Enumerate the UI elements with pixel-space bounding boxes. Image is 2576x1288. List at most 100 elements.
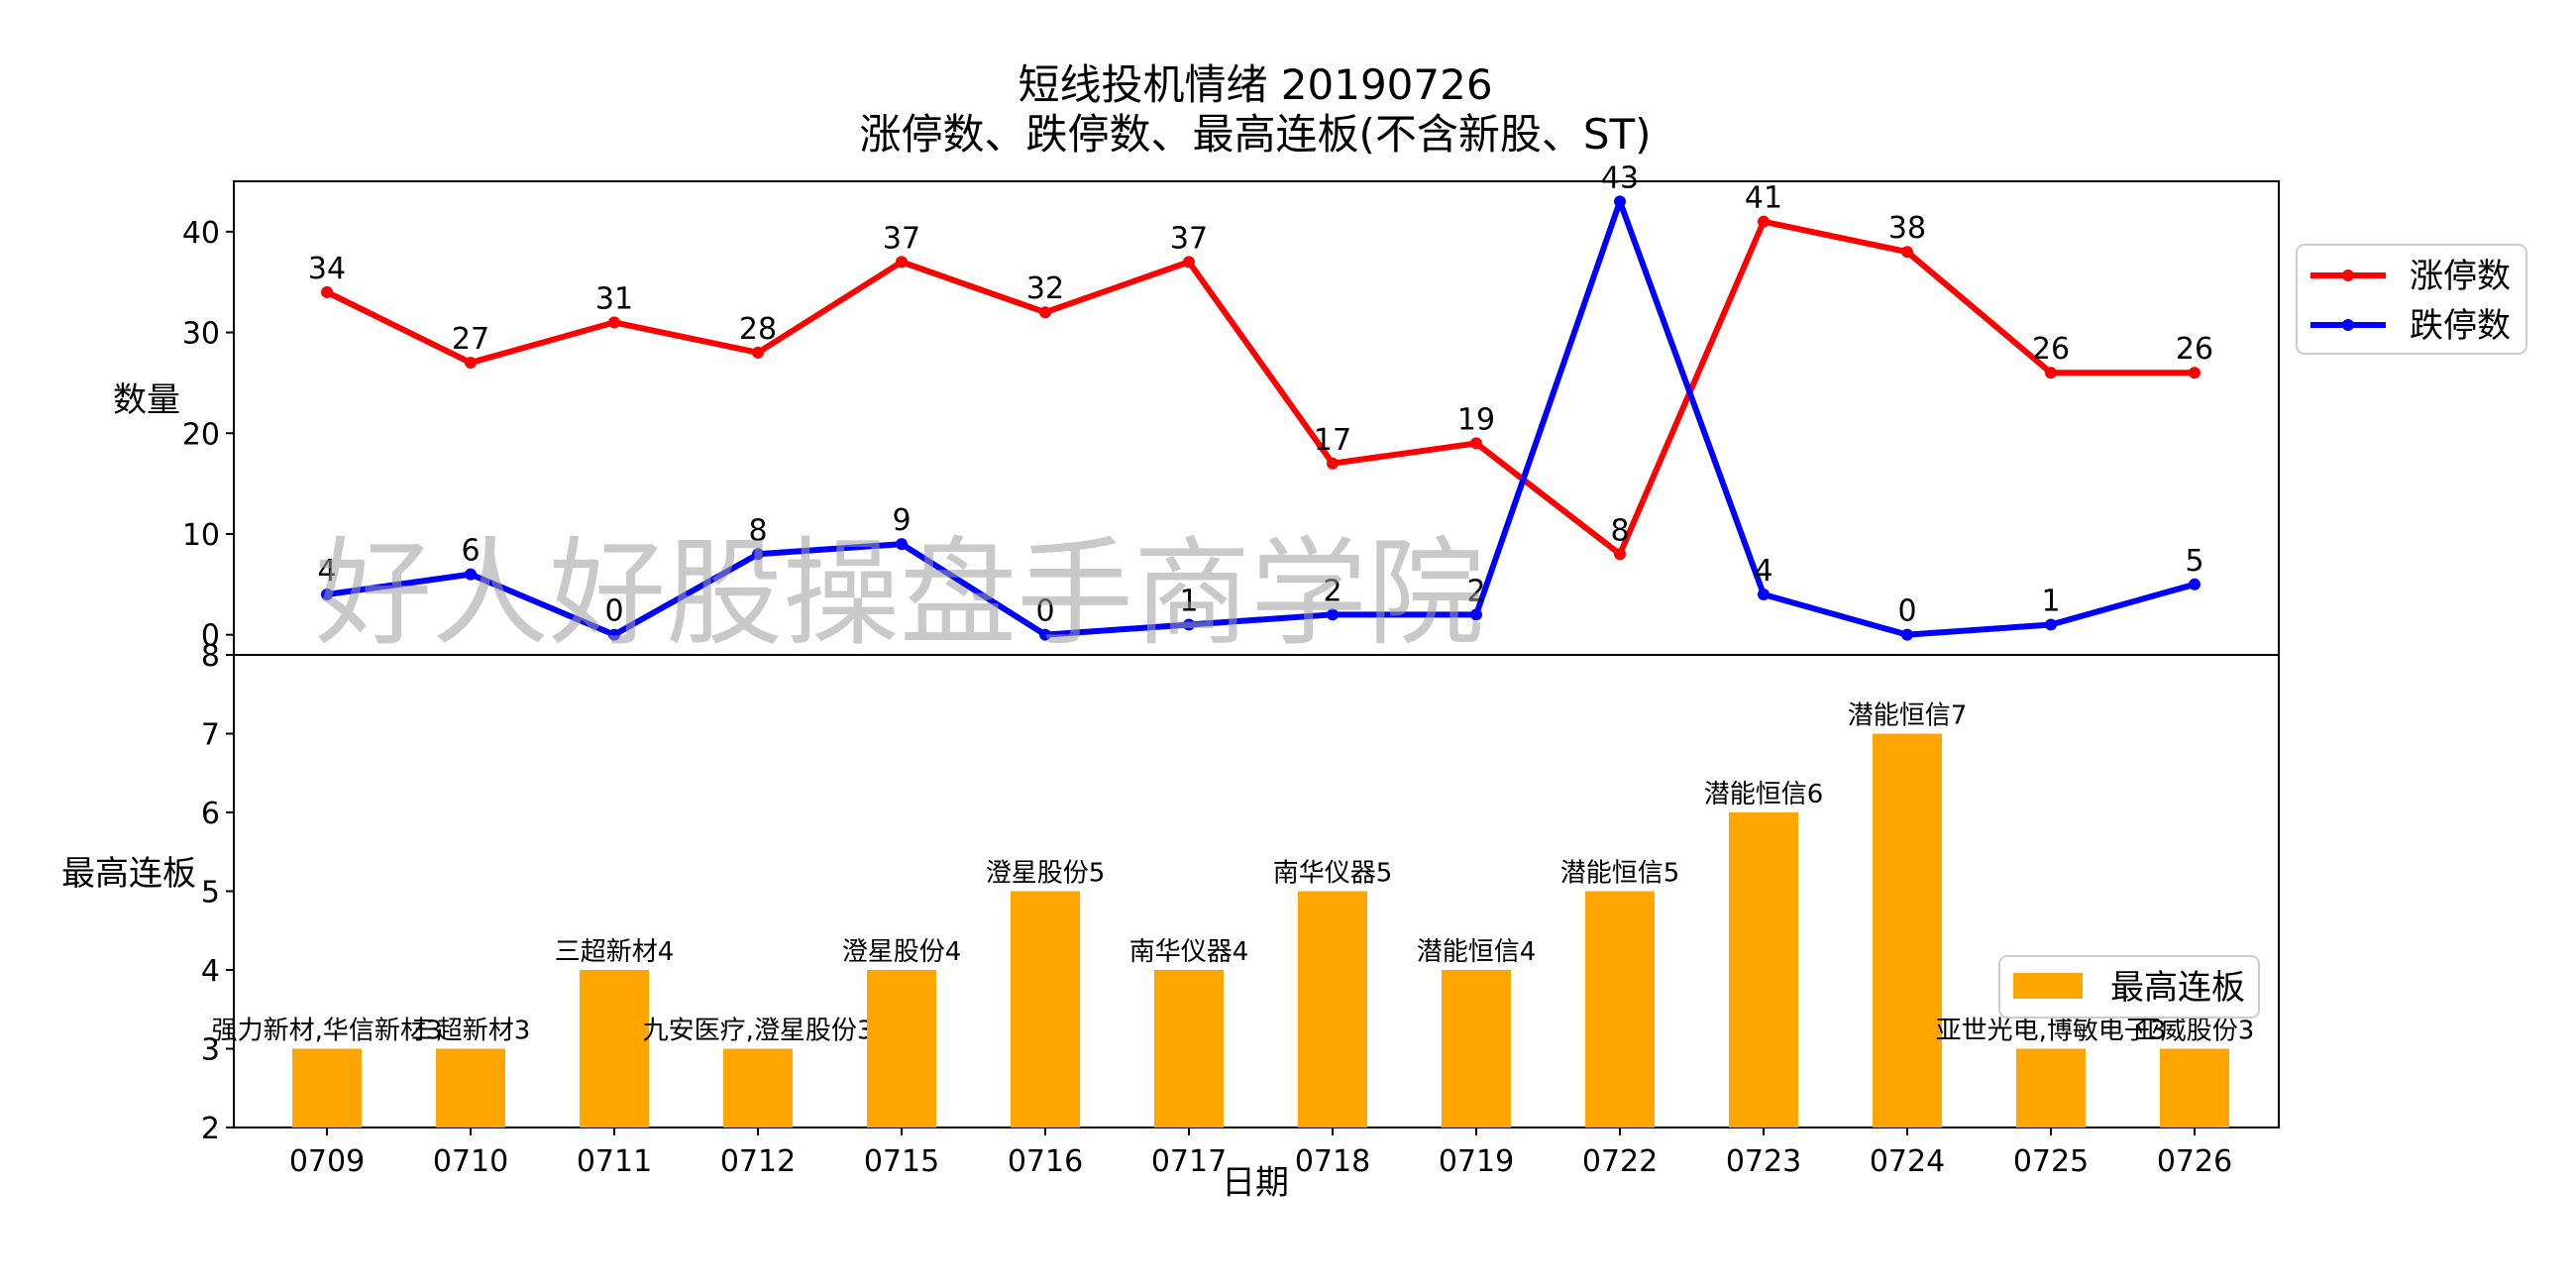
data-label: 1 <box>1179 584 1198 618</box>
data-point <box>1901 628 1913 641</box>
data-label: 0 <box>1897 594 1916 629</box>
x-axis: 0709 0710 0711 0712 0715 0716 0717 0718 0719 0722… <box>289 1127 2232 1179</box>
top-y-tick-label: 10 <box>182 518 220 553</box>
bar <box>292 1048 362 1127</box>
data-point <box>465 568 477 581</box>
data-label: 37 <box>883 221 920 256</box>
bar <box>1729 812 1798 1127</box>
top-y-axis: 0 10 20 30 40 <box>182 216 234 654</box>
bar <box>2016 1048 2086 1127</box>
data-label: 2 <box>1323 574 1342 608</box>
top-y-axis-label: 数量 <box>113 380 180 420</box>
data-point <box>608 316 620 329</box>
bar <box>723 1048 793 1127</box>
data-point <box>1327 608 1339 621</box>
data-label: 32 <box>1026 271 1064 306</box>
data-label: 0 <box>1035 594 1054 629</box>
data-point <box>2189 578 2200 590</box>
data-label: 6 <box>461 534 480 569</box>
data-point <box>1039 628 1051 641</box>
legend-marker-1 <box>2342 319 2354 331</box>
data-label: 8 <box>748 513 767 548</box>
data-point <box>321 588 333 600</box>
x-tick-label: 0715 <box>864 1144 939 1179</box>
watermark: 好人好股操盘手商学院 <box>315 525 1484 662</box>
bottom-y-tick-label: 2 <box>201 1112 220 1146</box>
data-point <box>465 357 477 370</box>
legend-bottom-box <box>1998 955 2260 1019</box>
bar-label: 亚威股份3 <box>2135 1017 2255 1046</box>
data-point <box>752 346 764 359</box>
series-line-0 <box>325 218 2195 558</box>
bottom-y-tick-label: 6 <box>201 797 220 831</box>
legend-label-0: 涨停数 <box>2410 257 2511 296</box>
data-label: 17 <box>1314 423 1351 458</box>
top-y-tick-label: 30 <box>182 317 220 352</box>
chart-subtitle: 涨停数、跌停数、最高连板(不含新股、ST) <box>859 110 1651 159</box>
data-point <box>1758 215 1770 228</box>
x-tick-label: 0709 <box>289 1144 365 1179</box>
data-label: 8 <box>1610 513 1629 548</box>
bar-label: 九安医疗,澄星股份3 <box>643 1017 874 1046</box>
legend-marker-0 <box>2342 269 2354 281</box>
data-label: 37 <box>1170 221 1208 256</box>
data-point <box>2045 367 2057 379</box>
x-tick-label: 0710 <box>433 1144 508 1179</box>
data-label: 26 <box>2032 332 2070 367</box>
x-tick-label: 0718 <box>1295 1144 1370 1179</box>
bottom-y-tick-label: 7 <box>201 718 220 753</box>
bar <box>580 970 649 1127</box>
bar-label: 亚世光电,博敏电子3 <box>1936 1017 2167 1046</box>
data-point <box>1758 588 1770 600</box>
bar-label: 南华仪器4 <box>1129 937 1249 967</box>
data-point <box>2045 618 2057 631</box>
bar-label: 潜能恒信7 <box>1848 701 1968 731</box>
data-point <box>752 548 764 561</box>
bar-label: 三超新材4 <box>555 937 675 967</box>
data-point <box>1183 256 1195 268</box>
top-y-tick-label: 0 <box>201 619 220 654</box>
bar-label: 潜能恒信5 <box>1560 859 1680 889</box>
data-label: 41 <box>1745 181 1782 216</box>
data-point <box>1470 437 1482 450</box>
data-point <box>2189 367 2200 379</box>
data-label: 43 <box>1601 161 1639 195</box>
bottom-y-tick-label: 3 <box>201 1033 220 1068</box>
data-label: 19 <box>1457 402 1495 437</box>
bar-label: 澄星股份5 <box>986 859 1106 889</box>
data-label: 26 <box>2176 332 2213 367</box>
data-label: 0 <box>604 594 623 629</box>
data-label: 4 <box>317 554 336 589</box>
bar <box>1011 891 1080 1127</box>
bar-label: 三超新材3 <box>411 1017 531 1046</box>
bar <box>1442 970 1511 1127</box>
bar <box>1873 733 1942 1127</box>
x-tick-label: 0719 <box>1439 1144 1514 1179</box>
bottom-y-axis-label: 最高连板 <box>61 854 196 894</box>
bottom-y-tick-label: 8 <box>201 639 220 674</box>
x-axis-label: 日期 <box>1222 1163 1289 1203</box>
data-point <box>321 285 333 298</box>
x-tick-label: 0722 <box>1582 1144 1658 1179</box>
data-point <box>1039 306 1051 319</box>
legend-bar-swatch <box>2013 973 2083 999</box>
data-label: 4 <box>1754 554 1772 589</box>
top-y-tick-label: 40 <box>182 216 220 251</box>
bar-label: 潜能恒信4 <box>1417 937 1537 967</box>
bar <box>1585 891 1655 1127</box>
x-tick-label: 0724 <box>1870 1144 1945 1179</box>
x-tick-label: 0725 <box>2013 1144 2089 1179</box>
bottom-y-tick-label: 4 <box>201 954 220 989</box>
bar-label: 澄星股份4 <box>842 937 962 967</box>
bar-label: 南华仪器5 <box>1273 859 1393 889</box>
legend-bar-label: 最高连板 <box>2110 968 2245 1008</box>
bar <box>1298 891 1367 1127</box>
x-tick-label: 0723 <box>1726 1144 1801 1179</box>
bottom-y-tick-label: 5 <box>201 876 220 911</box>
